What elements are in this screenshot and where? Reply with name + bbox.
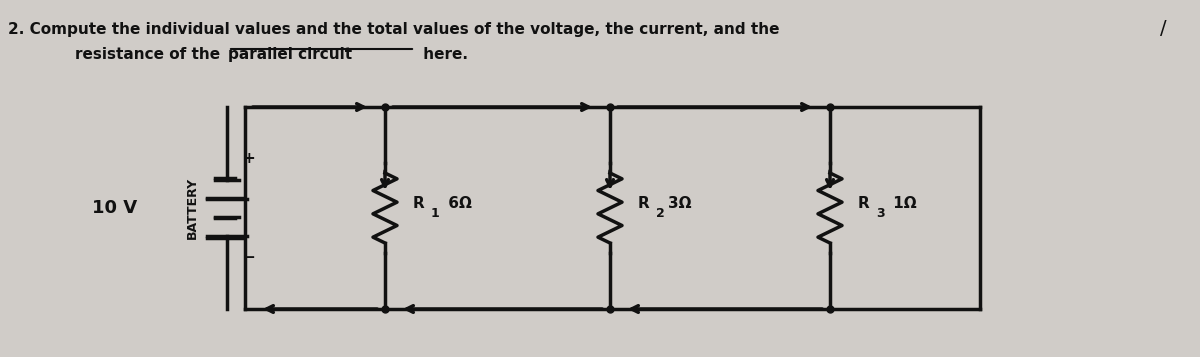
Text: +: + xyxy=(242,151,254,166)
Text: 3: 3 xyxy=(876,206,884,220)
Text: 2. Compute the individual values and the total values of the voltage, the curren: 2. Compute the individual values and the… xyxy=(8,22,780,37)
Text: BATTERY: BATTERY xyxy=(186,177,198,239)
Text: 1Ω: 1Ω xyxy=(888,196,917,211)
Text: R: R xyxy=(413,196,425,211)
Text: −: − xyxy=(242,251,254,266)
Text: R: R xyxy=(858,196,870,211)
Text: 6Ω: 6Ω xyxy=(443,196,472,211)
Text: 2: 2 xyxy=(656,206,665,220)
Text: 10 V: 10 V xyxy=(92,199,138,217)
Text: here.: here. xyxy=(418,47,468,62)
Text: 3Ω: 3Ω xyxy=(668,196,691,211)
Text: parallel circuit: parallel circuit xyxy=(228,47,352,62)
Text: /: / xyxy=(1160,19,1166,38)
Text: 1: 1 xyxy=(431,206,439,220)
Text: resistance of the: resistance of the xyxy=(74,47,226,62)
Text: R: R xyxy=(638,196,649,211)
